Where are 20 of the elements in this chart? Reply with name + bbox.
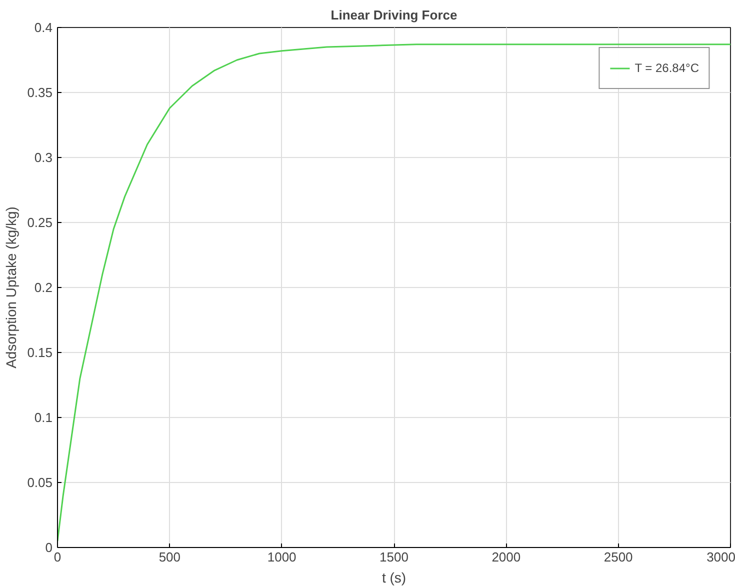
x-tick-label: 3000 <box>706 550 735 564</box>
y-tick-label: 0.3 <box>34 150 53 165</box>
x-tick-label: 2500 <box>604 550 633 564</box>
x-tick-label: 1000 <box>267 550 296 564</box>
x-tick-label: 1500 <box>380 550 408 564</box>
y-axis-title: Adsorption Uptake (kg/kg) <box>3 206 20 368</box>
y-tick-label: 0.15 <box>27 345 53 360</box>
y-tick-label: 0.35 <box>27 85 53 100</box>
x-axis-title: t (s) <box>382 570 406 586</box>
y-tick-label: 0.2 <box>34 280 53 295</box>
y-tick-label: 0.1 <box>34 410 53 425</box>
y-tick-label: 0.05 <box>27 475 53 490</box>
x-tick-label: 2000 <box>492 550 521 564</box>
y-tick-label: 0.25 <box>27 215 53 230</box>
chart-title: Linear Driving Force <box>330 8 458 22</box>
x-tick-label: 500 <box>158 550 181 564</box>
y-tick-label: 0 <box>45 540 53 555</box>
legend-label: T = 26.84°C <box>634 61 699 75</box>
y-tick-label: 0.4 <box>34 20 53 35</box>
line-series <box>58 44 730 542</box>
